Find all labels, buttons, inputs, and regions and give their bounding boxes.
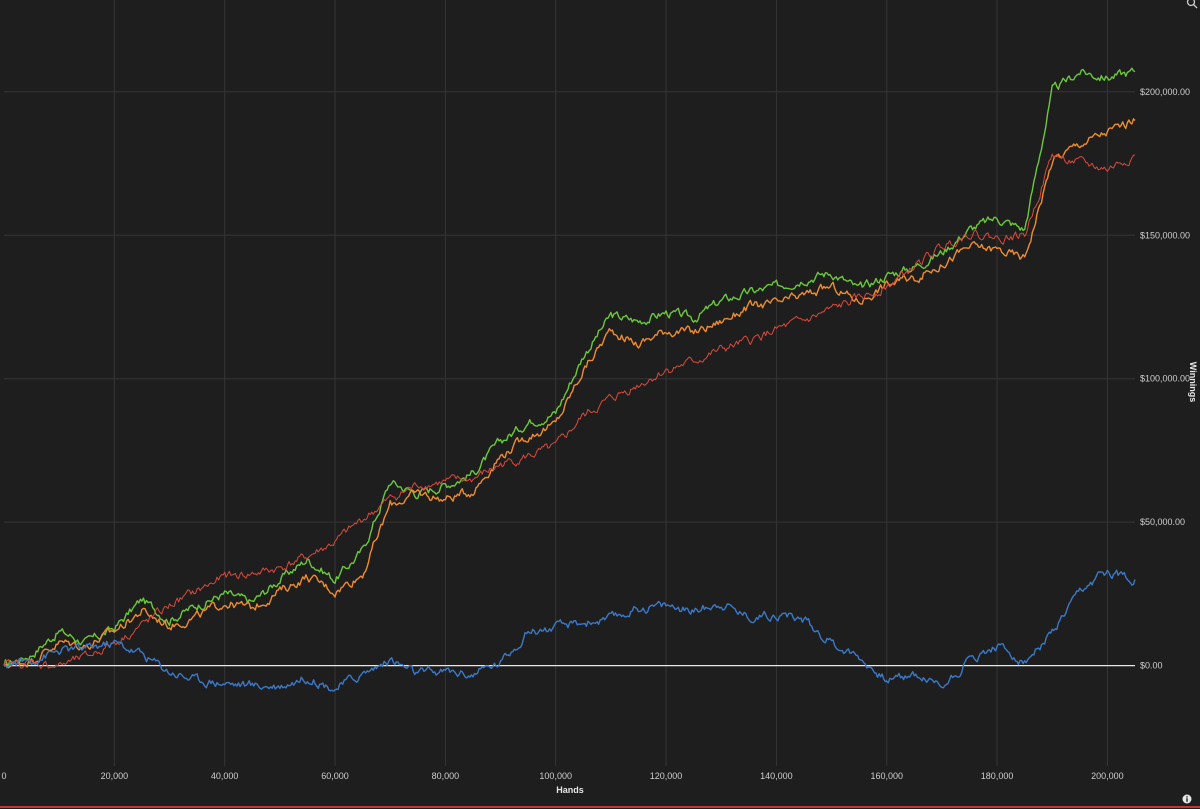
x-tick-label: 120,000	[650, 771, 683, 781]
x-tick-label: 140,000	[760, 771, 793, 781]
series-line-2	[3, 118, 1136, 669]
series-line-1	[3, 67, 1136, 666]
info-icon[interactable]	[1182, 791, 1194, 804]
x-tick-label: 100,000	[539, 771, 572, 781]
x-tick-label: 40,000	[211, 771, 239, 781]
x-tick-label: 80,000	[432, 771, 460, 781]
bottom-accent-bar	[0, 806, 1200, 808]
y-tick-label: $0.00	[1140, 661, 1163, 671]
series-line-4	[3, 569, 1136, 692]
x-tick-label: 20,000	[101, 771, 129, 781]
y-tick-label: $100,000.00	[1140, 374, 1190, 384]
y-axis-title: Winnings	[1188, 362, 1198, 402]
grid	[4, 0, 1135, 766]
y-tick-label: $200,000.00	[1140, 87, 1190, 97]
x-tick-label: 0	[1, 771, 6, 781]
x-tick-label: 60,000	[321, 771, 349, 781]
y-axis-ticks: $0.00 $50,000.00 $100,000.00 $150,000.00 $20…	[1140, 87, 1190, 671]
x-axis-ticks: 0 20,000 40,000 60,000 80,000 100,000 120,000 1…	[1, 771, 1123, 781]
x-tick-label: 160,000	[870, 771, 903, 781]
x-tick-label: 200,000	[1091, 771, 1124, 781]
search-icon[interactable]	[1186, 0, 1198, 9]
series-line-3	[3, 153, 1136, 669]
series-lines	[3, 67, 1136, 692]
y-tick-label: $150,000.00	[1140, 230, 1190, 240]
x-tick-label: 180,000	[981, 771, 1014, 781]
y-tick-label: $50,000.00	[1140, 517, 1185, 527]
x-axis-title: Hands	[556, 785, 584, 795]
